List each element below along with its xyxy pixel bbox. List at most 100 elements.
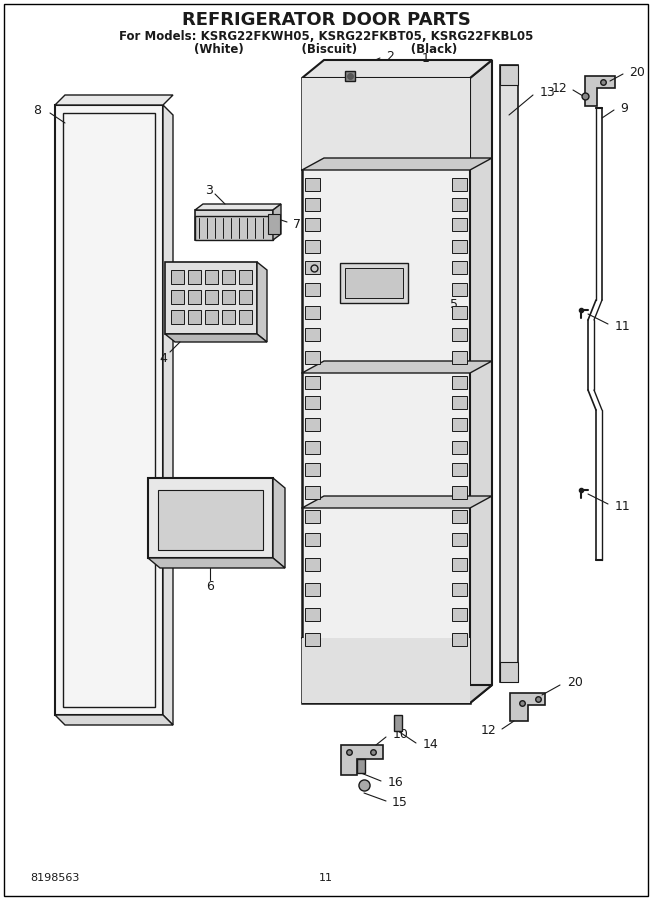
Bar <box>305 418 320 431</box>
Bar <box>305 198 320 211</box>
Bar <box>452 583 467 596</box>
Bar <box>452 376 467 389</box>
Polygon shape <box>302 496 492 508</box>
Text: 16: 16 <box>388 777 404 789</box>
Polygon shape <box>239 290 252 304</box>
Polygon shape <box>195 216 273 240</box>
Polygon shape <box>188 310 201 324</box>
Text: 14: 14 <box>423 739 439 752</box>
Polygon shape <box>195 210 273 240</box>
Bar <box>345 268 403 298</box>
Bar <box>452 486 467 499</box>
Bar <box>452 261 467 274</box>
Polygon shape <box>222 310 235 324</box>
Bar <box>305 283 320 296</box>
Bar <box>305 583 320 596</box>
Polygon shape <box>302 60 492 78</box>
Bar <box>452 558 467 571</box>
Bar <box>452 510 467 523</box>
Text: 3: 3 <box>205 184 213 196</box>
Bar <box>305 351 320 364</box>
Polygon shape <box>500 65 518 85</box>
Polygon shape <box>165 334 267 342</box>
Bar <box>305 396 320 409</box>
Polygon shape <box>165 262 257 334</box>
Text: 6: 6 <box>206 580 214 592</box>
Bar <box>305 261 320 274</box>
Polygon shape <box>500 662 518 682</box>
Bar <box>305 510 320 523</box>
Bar <box>452 633 467 646</box>
Text: 10: 10 <box>393 728 409 742</box>
Polygon shape <box>158 490 263 550</box>
Polygon shape <box>205 270 218 284</box>
Text: 12: 12 <box>551 82 567 94</box>
Text: For Models: KSRG22FKWH05, KSRG22FKBT05, KSRG22FKBL05: For Models: KSRG22FKWH05, KSRG22FKBT05, … <box>119 30 533 42</box>
Polygon shape <box>188 270 201 284</box>
Polygon shape <box>341 745 383 775</box>
Polygon shape <box>55 715 173 725</box>
Bar <box>305 633 320 646</box>
Bar <box>305 306 320 319</box>
Polygon shape <box>55 95 173 105</box>
Text: 2: 2 <box>386 50 394 62</box>
Polygon shape <box>148 478 273 558</box>
Polygon shape <box>500 65 518 682</box>
Polygon shape <box>302 78 470 703</box>
Polygon shape <box>302 685 492 703</box>
Polygon shape <box>171 270 184 284</box>
Polygon shape <box>205 290 218 304</box>
Text: 8198563: 8198563 <box>30 873 80 883</box>
Text: 4: 4 <box>159 352 167 365</box>
Bar <box>452 608 467 621</box>
Bar <box>452 463 467 476</box>
Polygon shape <box>205 310 218 324</box>
Polygon shape <box>257 262 267 342</box>
Bar <box>302 78 470 170</box>
Text: 1: 1 <box>422 51 430 65</box>
Bar <box>305 558 320 571</box>
Bar <box>452 283 467 296</box>
Bar <box>305 486 320 499</box>
Text: REFRIGERATOR DOOR PARTS: REFRIGERATOR DOOR PARTS <box>181 11 471 29</box>
Bar <box>452 328 467 341</box>
Bar <box>302 638 470 703</box>
Text: 12: 12 <box>481 724 496 737</box>
Polygon shape <box>148 558 285 568</box>
Text: 13: 13 <box>540 86 556 100</box>
Bar <box>452 533 467 546</box>
Bar <box>452 178 467 191</box>
Bar <box>452 351 467 364</box>
Text: 8: 8 <box>33 104 41 118</box>
Polygon shape <box>239 310 252 324</box>
Text: 9: 9 <box>620 102 628 114</box>
Bar <box>268 214 280 234</box>
Polygon shape <box>470 60 492 703</box>
Bar <box>305 218 320 231</box>
Bar <box>452 240 467 253</box>
Bar <box>452 198 467 211</box>
Bar <box>452 218 467 231</box>
Bar <box>305 376 320 389</box>
Polygon shape <box>171 290 184 304</box>
Polygon shape <box>55 105 163 715</box>
Text: 5: 5 <box>450 299 458 311</box>
Text: 20: 20 <box>629 66 645 78</box>
Polygon shape <box>163 105 173 725</box>
Polygon shape <box>585 76 615 106</box>
Text: 20: 20 <box>567 677 583 689</box>
Polygon shape <box>302 361 492 373</box>
Text: 11: 11 <box>615 500 630 512</box>
Text: 7: 7 <box>293 218 301 230</box>
Bar <box>452 306 467 319</box>
Bar <box>305 463 320 476</box>
Polygon shape <box>273 478 285 568</box>
Bar <box>452 441 467 454</box>
Bar <box>340 263 408 303</box>
Bar <box>345 71 355 81</box>
Bar <box>305 608 320 621</box>
Text: 11: 11 <box>319 873 333 883</box>
Bar <box>305 328 320 341</box>
Polygon shape <box>510 693 545 721</box>
Bar <box>452 418 467 431</box>
